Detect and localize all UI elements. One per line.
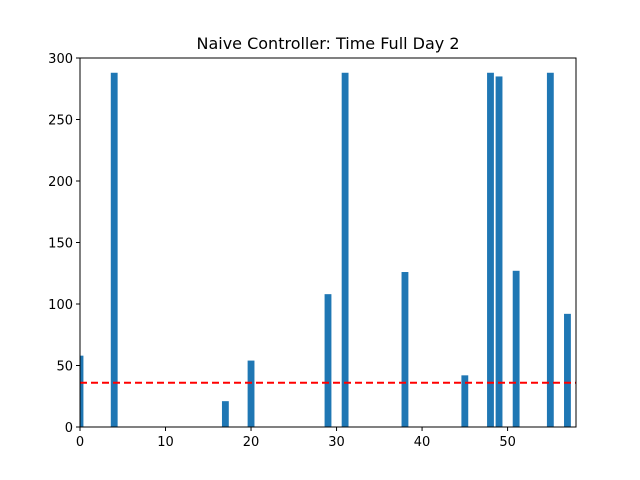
bar <box>110 72 118 427</box>
y-tick-label: 300 <box>48 52 73 67</box>
bars-group <box>80 72 571 427</box>
bar <box>221 401 229 427</box>
bar <box>461 375 469 427</box>
y-tick-label: 50 <box>56 360 73 375</box>
x-tick-label: 50 <box>499 435 516 450</box>
y-tick-label: 200 <box>48 175 73 190</box>
x-tick-label: 10 <box>157 435 174 450</box>
y-tick-label: 0 <box>65 421 73 436</box>
x-axis-ticks: 0 10 20 30 40 50 <box>76 427 516 450</box>
bar <box>512 270 520 427</box>
bar <box>546 72 554 427</box>
bar <box>247 360 255 427</box>
y-axis-ticks: 0 50 100 150 200 250 300 <box>48 52 80 436</box>
y-tick-label: 250 <box>48 114 73 129</box>
x-tick-label: 40 <box>414 435 431 450</box>
chart-title: Naive Controller: Time Full Day 2 <box>196 34 459 53</box>
x-tick-label: 20 <box>243 435 260 450</box>
x-tick-label: 30 <box>328 435 345 450</box>
x-tick-label: 0 <box>76 435 84 450</box>
bar <box>324 294 332 427</box>
bar <box>80 355 84 427</box>
y-tick-label: 150 <box>48 237 73 252</box>
bar <box>341 72 349 427</box>
bar <box>487 72 494 427</box>
bar <box>401 272 409 427</box>
bar <box>564 313 571 427</box>
bar <box>495 76 503 427</box>
y-tick-label: 100 <box>48 298 73 313</box>
